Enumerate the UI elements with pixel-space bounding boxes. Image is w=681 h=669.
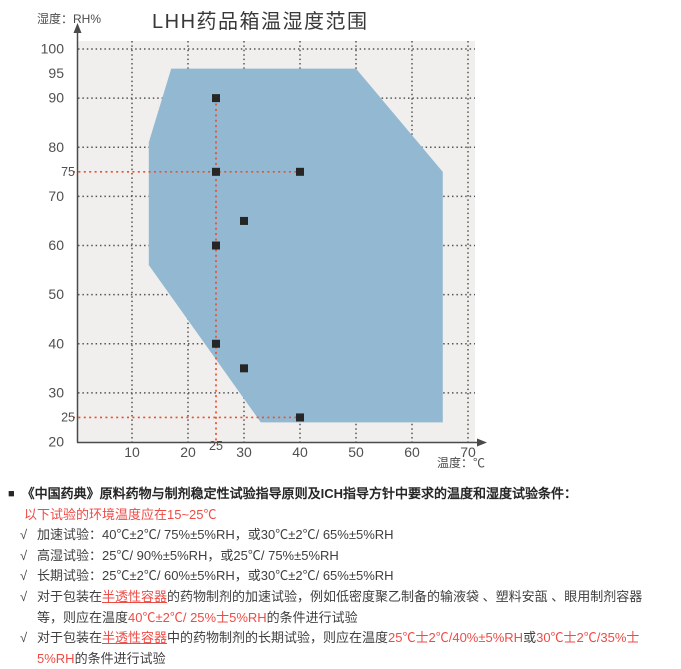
y-axis-unit-label: 湿度：RH% [37,12,102,26]
notes-heading-text: 《中国药典》原料药物与制剂稳定性试验指导原则及ICH指导方针中要求的温度和湿度试… [21,486,578,501]
note-segment: 的条件进行试验 [266,609,358,625]
data-point [212,94,220,103]
test-conditions-notes: ■ 《中国药典》原料药物与制剂稳定性试验指导原则及ICH指导方针中要求的温度和湿度… [8,484,676,669]
note-segment: 对于包装在 [37,630,103,646]
y-tick-label-special: 25 [61,410,75,424]
y-tick-label: 50 [48,286,64,302]
note-segment: 长期试验：25℃±2℃/ 60%±5%RH，或30℃±2℃/ 65%±5%RH [37,568,394,584]
note-segment: 中的药物制剂的长期试验，则应在温度 [167,630,389,646]
y-tick-label: 30 [48,384,64,400]
x-tick-label: 70 [460,444,476,460]
check-mark-icon: √ [20,588,28,604]
note-segment: 加速试验：40℃±2℃/ 75%±5%RH，或30℃±2℃/ 65%±5%RH [37,527,394,543]
y-tick-label-special: 75 [61,165,75,179]
note-segment-highlight: 半透性容器 [102,588,168,604]
y-tick-label: 60 [48,237,64,253]
x-tick-label-special: 25 [209,439,223,453]
data-point [212,339,220,348]
x-tick-label: 40 [292,444,308,460]
x-tick-label: 10 [124,444,140,460]
chart-title: LHH药品箱温湿度范围 [152,11,369,33]
note-segment-highlight: 5%RH [37,650,75,666]
x-axis-arrow-icon [477,438,487,447]
note-line: √ 长期试验：25℃±2℃/ 60%±5%RH，或30℃±2℃/ 65%±5%RH [8,566,676,587]
note-segment-highlight: 以下试验的环境温度应在15~25℃ [24,506,217,522]
note-segment: 等，则应在温度 [37,609,129,625]
note-segment-highlight: 半透性容器 [102,630,168,646]
notes-heading: ■ 《中国药典》原料药物与制剂稳定性试验指导原则及ICH指导方针中要求的温度和湿度… [8,484,676,505]
x-tick-label: 30 [236,444,252,460]
y-axis-arrow-icon [73,23,82,33]
x-tick-label: 60 [404,444,420,460]
note-line: √ 加速试验：40℃±2℃/ 75%±5%RH，或30℃±2℃/ 65%±5%RH [8,525,676,546]
y-tick-label: 70 [48,188,64,204]
check-mark-icon: √ [20,630,28,646]
y-tick-label: 90 [48,90,64,106]
safe-region-polygon [148,68,443,423]
check-mark-icon: √ [20,568,28,584]
note-line: √ 对于包装在半透性容器中的药物制剂的长期试验，则应在温度25℃士2℃/40%±5… [8,628,676,649]
y-tick-label: 95 [48,65,64,81]
note-segment-highlight: 30℃士2℃/35%士 [536,630,640,646]
bullet-square-icon: ■ [8,488,15,500]
x-tick-label: 20 [180,444,196,460]
note-segment: 对于包装在 [37,588,103,604]
y-tick-label: 20 [48,434,64,450]
note-segment: 的条件进行试验 [74,650,166,666]
note-line: √ 对于包装在半透性容器的药物制剂的加速试验，例如低密度聚乙制备的输液袋 、塑料安… [8,587,676,608]
note-segment: 的药物制剂的加速试验，例如低密度聚乙制备的输液袋 、塑料安瓿 、眼用制剂容器 [167,588,643,604]
data-point [212,241,220,250]
note-segment: 或 [523,630,537,646]
y-tick-label: 100 [41,41,65,57]
data-point [212,167,220,176]
note-line: 以下试验的环境温度应在15~25℃ [8,505,676,526]
check-mark-icon: √ [20,547,28,563]
data-point [240,364,248,373]
note-line: 等，则应在温度40℃±2℃/ 25%士5%RH的条件进行试验 [8,608,676,629]
y-tick-label: 80 [48,139,64,155]
note-segment-highlight: 25℃士2℃/40%±5%RH [388,630,524,646]
y-tick-label: 40 [48,335,64,351]
data-point [296,413,304,422]
check-mark-icon: √ [20,527,28,543]
data-point [240,216,248,225]
x-tick-label: 50 [348,444,364,460]
note-line: 5%RH的条件进行试验 [8,649,676,669]
data-point [296,167,304,176]
note-segment: 高湿试验：25℃/ 90%±5%RH，或25℃/ 75%±5%RH [37,547,339,563]
note-line: √ 高湿试验：25℃/ 90%±5%RH，或25℃/ 75%±5%RH [8,546,676,567]
humidity-temperature-range-chart: 100 95 90 80 70 60 50 40 30 20 75 25 10 20 30 40 50 60 70 2… [41,23,487,460]
note-segment-highlight: 40℃±2℃/ 25%士5%RH [128,609,267,625]
x-axis-unit-label: 温度：℃ [437,456,486,470]
